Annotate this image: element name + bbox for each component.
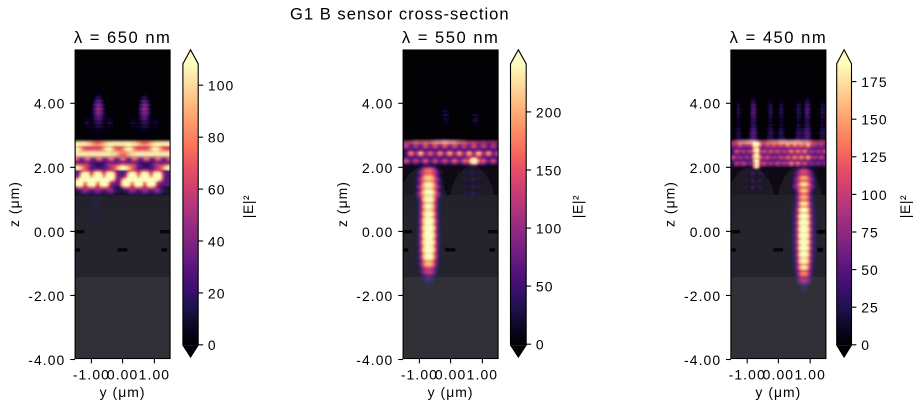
svg-text:0: 0 bbox=[536, 337, 545, 353]
svg-text:2.00: 2.00 bbox=[362, 160, 393, 176]
svg-text:4.00: 4.00 bbox=[34, 96, 65, 112]
svg-text:-1.00: -1.00 bbox=[401, 367, 438, 383]
svg-text:0.00: 0.00 bbox=[763, 367, 794, 383]
svg-text:50: 50 bbox=[861, 262, 879, 278]
svg-text:20: 20 bbox=[208, 285, 226, 301]
svg-text:0.00: 0.00 bbox=[690, 224, 721, 240]
svg-text:100: 100 bbox=[861, 187, 887, 203]
svg-text:λ = 650 nm: λ = 650 nm bbox=[74, 28, 172, 47]
svg-text:1.00: 1.00 bbox=[794, 367, 825, 383]
svg-text:150: 150 bbox=[536, 162, 562, 178]
svg-text:-2.00: -2.00 bbox=[684, 288, 721, 304]
svg-text:0: 0 bbox=[861, 337, 870, 353]
svg-text:80: 80 bbox=[208, 130, 226, 146]
svg-text:λ = 550 nm: λ = 550 nm bbox=[402, 28, 500, 47]
svg-text:|E|²: |E|² bbox=[570, 195, 586, 219]
svg-text:75: 75 bbox=[861, 224, 879, 240]
svg-text:0.00: 0.00 bbox=[362, 224, 393, 240]
svg-text:1.00: 1.00 bbox=[139, 367, 170, 383]
svg-text:2.00: 2.00 bbox=[34, 160, 65, 176]
svg-text:|E|²: |E|² bbox=[897, 195, 913, 219]
svg-text:|E|²: |E|² bbox=[240, 195, 256, 219]
svg-text:z (μm): z (μm) bbox=[662, 181, 678, 227]
svg-text:50: 50 bbox=[536, 279, 554, 295]
svg-text:4.00: 4.00 bbox=[362, 96, 393, 112]
svg-text:0.00: 0.00 bbox=[107, 367, 138, 383]
svg-text:60: 60 bbox=[208, 182, 226, 198]
svg-text:-1.00: -1.00 bbox=[729, 367, 766, 383]
svg-text:z (μm): z (μm) bbox=[6, 181, 22, 227]
svg-text:-4.00: -4.00 bbox=[684, 352, 721, 368]
svg-text:-2.00: -2.00 bbox=[356, 288, 393, 304]
svg-text:150: 150 bbox=[861, 112, 887, 128]
svg-text:200: 200 bbox=[536, 104, 562, 120]
svg-text:λ = 450 nm: λ = 450 nm bbox=[730, 28, 828, 47]
svg-text:0.00: 0.00 bbox=[435, 367, 466, 383]
svg-text:100: 100 bbox=[208, 78, 234, 94]
svg-text:0.00: 0.00 bbox=[34, 224, 65, 240]
svg-text:-2.00: -2.00 bbox=[28, 288, 65, 304]
svg-text:y (μm): y (μm) bbox=[100, 384, 146, 400]
svg-text:y (μm): y (μm) bbox=[428, 384, 474, 400]
svg-text:4.00: 4.00 bbox=[690, 96, 721, 112]
svg-text:100: 100 bbox=[536, 221, 562, 237]
svg-text:25: 25 bbox=[861, 300, 879, 316]
svg-text:-4.00: -4.00 bbox=[356, 352, 393, 368]
svg-text:-1.00: -1.00 bbox=[73, 367, 110, 383]
svg-text:G1 B sensor cross-section: G1 B sensor cross-section bbox=[290, 4, 510, 23]
svg-text:175: 175 bbox=[861, 74, 887, 90]
svg-text:2.00: 2.00 bbox=[690, 160, 721, 176]
svg-text:z (μm): z (μm) bbox=[334, 181, 350, 227]
svg-text:40: 40 bbox=[208, 233, 226, 249]
svg-text:y (μm): y (μm) bbox=[755, 384, 801, 400]
svg-text:1.00: 1.00 bbox=[467, 367, 498, 383]
svg-text:-4.00: -4.00 bbox=[28, 352, 65, 368]
svg-text:0: 0 bbox=[208, 337, 217, 353]
svg-text:125: 125 bbox=[861, 149, 887, 165]
